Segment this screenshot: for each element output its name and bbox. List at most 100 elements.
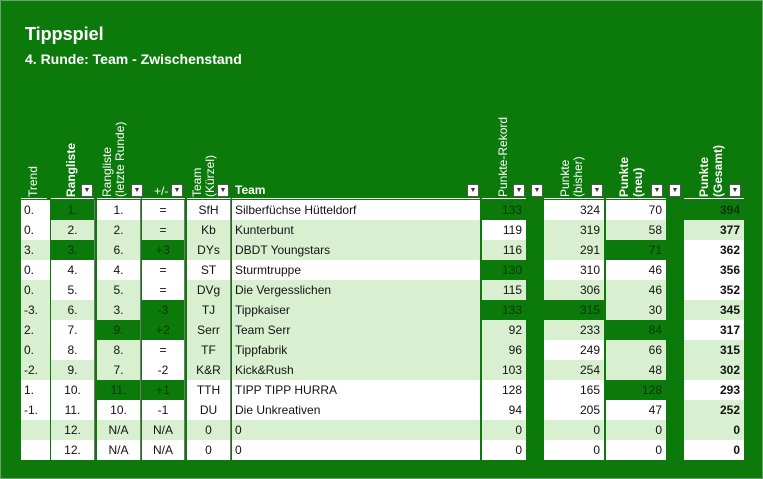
rank-cell[interactable]: 10. — [51, 380, 95, 400]
rank-cell[interactable]: 9. — [51, 360, 95, 380]
team-short-cell[interactable]: TF — [187, 340, 231, 360]
team-short-cell[interactable]: DU — [187, 400, 231, 420]
trend-cell[interactable]: 2. — [21, 320, 50, 340]
previous-points-cell[interactable]: 0 — [544, 440, 604, 460]
total-points-cell[interactable]: 302 — [684, 360, 744, 380]
new-points-cell[interactable]: 66 — [606, 340, 666, 360]
trend-cell[interactable]: 3. — [21, 240, 50, 260]
rank-cell[interactable]: 5. — [51, 280, 95, 300]
record-points-cell[interactable]: 116 — [482, 240, 526, 260]
new-points-cell[interactable]: 46 — [606, 260, 666, 280]
prev-rank-cell[interactable]: 2. — [97, 220, 141, 240]
rank-cell[interactable]: 7. — [51, 320, 95, 340]
trend-cell[interactable] — [21, 420, 50, 440]
trend-change-cell[interactable]: = — [142, 280, 185, 300]
trend-change-cell[interactable]: +3 — [142, 240, 185, 260]
record-points-cell[interactable]: 133 — [482, 200, 526, 220]
previous-points-cell[interactable]: 165 — [544, 380, 604, 400]
trend-change-cell[interactable]: = — [142, 340, 185, 360]
new-points-cell[interactable]: 0 — [606, 420, 666, 440]
team-name-cell[interactable]: Kunterbunt — [232, 220, 480, 240]
prev-rank-cell[interactable]: 6. — [97, 240, 141, 260]
previous-points-cell[interactable]: 0 — [544, 420, 604, 440]
prev-rank-cell[interactable]: 3. — [97, 300, 141, 320]
total-points-cell[interactable]: 0 — [684, 420, 744, 440]
trend-cell[interactable]: 0. — [21, 280, 50, 300]
trend-change-cell[interactable]: = — [142, 220, 185, 240]
trend-change-cell[interactable]: N/A — [142, 440, 185, 460]
new-points-cell[interactable]: 71 — [606, 240, 666, 260]
previous-points-cell[interactable]: 249 — [544, 340, 604, 360]
team-name-cell[interactable]: Die Vergesslichen — [232, 280, 480, 300]
new-points-cell[interactable]: 47 — [606, 400, 666, 420]
trend-cell[interactable]: 0. — [21, 260, 50, 280]
prev-rank-cell[interactable]: 4. — [97, 260, 141, 280]
record-points-cell[interactable]: 119 — [482, 220, 526, 240]
total-points-cell[interactable]: 352 — [684, 280, 744, 300]
new-points-cell[interactable]: 46 — [606, 280, 666, 300]
team-name-cell[interactable]: Silberfüchse Hütteldorf — [232, 200, 480, 220]
trend-change-cell[interactable]: +2 — [142, 320, 185, 340]
filter-dropdown-team-kurz[interactable]: ▼ — [217, 184, 229, 197]
prev-rank-cell[interactable]: 10. — [97, 400, 141, 420]
trend-change-cell[interactable]: = — [142, 200, 185, 220]
rank-cell[interactable]: 4. — [51, 260, 95, 280]
trend-cell[interactable] — [21, 440, 50, 460]
prev-rank-cell[interactable]: 7. — [97, 360, 141, 380]
prev-rank-cell[interactable]: 11. — [97, 380, 141, 400]
team-short-cell[interactable]: Kb — [187, 220, 231, 240]
total-points-cell[interactable]: 293 — [684, 380, 744, 400]
rank-cell[interactable]: 11. — [51, 400, 95, 420]
total-points-cell[interactable]: 362 — [684, 240, 744, 260]
team-short-cell[interactable]: SfH — [187, 200, 231, 220]
team-short-cell[interactable]: ST — [187, 260, 231, 280]
trend-cell[interactable]: 0. — [21, 220, 50, 240]
record-points-cell[interactable]: 115 — [482, 280, 526, 300]
previous-points-cell[interactable]: 310 — [544, 260, 604, 280]
total-points-cell[interactable]: 377 — [684, 220, 744, 240]
prev-rank-cell[interactable]: N/A — [97, 420, 141, 440]
total-points-cell[interactable]: 356 — [684, 260, 744, 280]
rank-cell[interactable]: 12. — [51, 420, 95, 440]
rank-cell[interactable]: 1. — [51, 200, 95, 220]
record-points-cell[interactable]: 92 — [482, 320, 526, 340]
trend-cell[interactable]: 0. — [21, 340, 50, 360]
filter-dropdown-team[interactable]: ▼ — [467, 184, 479, 197]
team-name-cell[interactable]: Team Serr — [232, 320, 480, 340]
team-name-cell[interactable]: Tippfabrik — [232, 340, 480, 360]
trend-change-cell[interactable]: -1 — [142, 400, 185, 420]
new-points-cell[interactable]: 30 — [606, 300, 666, 320]
team-short-cell[interactable]: TJ — [187, 300, 231, 320]
filter-dropdown-neu-extra[interactable]: ▼ — [669, 184, 681, 197]
team-short-cell[interactable]: DVg — [187, 280, 231, 300]
team-name-cell[interactable]: Die Unkreativen — [232, 400, 480, 420]
team-name-cell[interactable]: 0 — [232, 440, 480, 460]
prev-rank-cell[interactable]: 8. — [97, 340, 141, 360]
team-name-cell[interactable]: Kick&Rush — [232, 360, 480, 380]
trend-cell[interactable]: -2. — [21, 360, 50, 380]
team-short-cell[interactable]: DYs — [187, 240, 231, 260]
new-points-cell[interactable]: 48 — [606, 360, 666, 380]
record-points-cell[interactable]: 0 — [482, 440, 526, 460]
team-name-cell[interactable]: Tippkaiser — [232, 300, 480, 320]
record-points-cell[interactable]: 96 — [482, 340, 526, 360]
rank-cell[interactable]: 8. — [51, 340, 95, 360]
record-points-cell[interactable]: 130 — [482, 260, 526, 280]
filter-dropdown-punkte-gesamt[interactable]: ▼ — [729, 184, 741, 197]
record-points-cell[interactable]: 103 — [482, 360, 526, 380]
team-short-cell[interactable]: TTH — [187, 380, 231, 400]
trend-change-cell[interactable]: N/A — [142, 420, 185, 440]
record-points-cell[interactable]: 128 — [482, 380, 526, 400]
prev-rank-cell[interactable]: 1. — [97, 200, 141, 220]
rank-cell[interactable]: 2. — [51, 220, 95, 240]
previous-points-cell[interactable]: 306 — [544, 280, 604, 300]
team-name-cell[interactable]: 0 — [232, 420, 480, 440]
trend-cell[interactable]: -1. — [21, 400, 50, 420]
filter-dropdown-rangliste-letzte[interactable]: ▼ — [131, 184, 143, 197]
record-points-cell[interactable]: 133 — [482, 300, 526, 320]
record-points-cell[interactable]: 0 — [482, 420, 526, 440]
filter-dropdown-punkte-bisher[interactable]: ▼ — [591, 184, 603, 197]
trend-cell[interactable]: -3. — [21, 300, 50, 320]
trend-change-cell[interactable]: -2 — [142, 360, 185, 380]
previous-points-cell[interactable]: 319 — [544, 220, 604, 240]
